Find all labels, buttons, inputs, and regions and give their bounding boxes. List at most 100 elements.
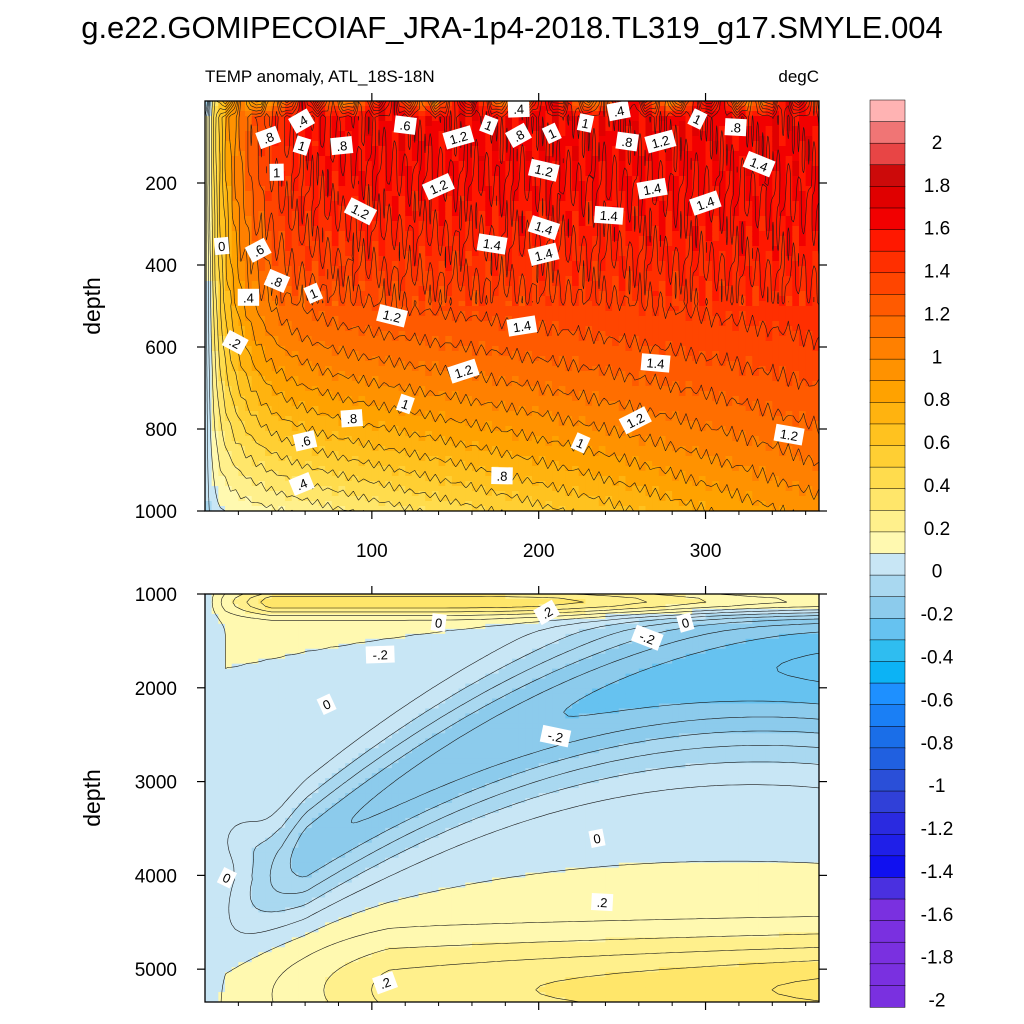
field-cell: [291, 271, 300, 277]
field-cell: [305, 151, 313, 157]
field-cell: [518, 371, 526, 377]
field-cell: [458, 241, 466, 247]
field-cell: [565, 281, 573, 287]
field-cell: [578, 331, 587, 337]
field-cell: [605, 336, 613, 342]
field-cell: [405, 141, 413, 147]
field-cell: [411, 426, 420, 432]
field-cell: [405, 416, 413, 422]
field-cell: [285, 341, 293, 347]
field-cell: [398, 366, 406, 372]
field-cell: [238, 176, 246, 182]
field-cell: [365, 491, 373, 497]
field-cell: [451, 506, 460, 511]
field-cell: [338, 241, 346, 247]
field-cell: [491, 296, 500, 302]
field-cell: [498, 286, 506, 292]
field-cell: [385, 486, 393, 492]
field-cell: [271, 506, 280, 511]
field-cell: [605, 366, 613, 372]
field-cell: [471, 446, 480, 452]
field-cell: [471, 346, 480, 352]
field-cell: [598, 126, 607, 132]
field-cell: [458, 466, 466, 472]
field-cell: [418, 191, 426, 197]
field-cell: [245, 391, 253, 397]
field-cell: [405, 376, 413, 382]
field-cell: [605, 316, 613, 322]
field-cell: [445, 266, 453, 272]
field-cell: [258, 256, 266, 262]
field-cell: [231, 401, 239, 407]
field-cell: [298, 131, 306, 137]
field-cell: [465, 211, 473, 217]
field-cell: [305, 246, 313, 252]
field-cell: [311, 346, 320, 352]
field-cell: [391, 371, 400, 377]
field-cell: [592, 111, 600, 117]
field-cell: [351, 121, 360, 127]
field-cell: [298, 266, 306, 272]
field-cell: [465, 206, 473, 212]
field-cell: [271, 491, 280, 497]
field-cell: [598, 106, 607, 112]
field-cell: [565, 191, 573, 197]
field-cell: [271, 326, 280, 332]
field-cell: [245, 256, 253, 262]
field-cell: [558, 166, 566, 172]
field-cell: [291, 316, 300, 322]
field-cell: [358, 471, 366, 477]
field-cell: [271, 151, 280, 157]
field-cell: [431, 356, 440, 362]
field-cell: [538, 426, 546, 432]
field-cell: [498, 311, 506, 317]
field-cell: [425, 236, 433, 242]
field-cell: [445, 156, 453, 162]
field-cell: [438, 126, 446, 132]
field-cell: [218, 286, 226, 292]
field-cell: [205, 506, 213, 511]
field-cell: [578, 356, 587, 362]
field-cell: [391, 246, 400, 252]
field-cell: [385, 391, 393, 397]
field-cell: [505, 191, 513, 197]
field-cell: [465, 171, 473, 177]
field-cell: [538, 471, 546, 477]
field-cell: [271, 301, 280, 307]
field-cell: [305, 451, 313, 457]
field-cell: [391, 276, 400, 282]
field-cell: [325, 261, 333, 267]
field-cell: [251, 476, 259, 482]
field-cell: [291, 111, 300, 117]
field-cell: [331, 321, 340, 327]
field-cell: [265, 366, 273, 372]
field-cell: [552, 436, 560, 442]
field-cell: [218, 486, 226, 492]
field-cell: [552, 376, 560, 382]
field-cell: [592, 266, 600, 272]
field-cell: [518, 186, 526, 192]
field-cell: [491, 156, 500, 162]
field-cell: [351, 291, 360, 297]
field-cell: [498, 391, 506, 397]
field-cell: [465, 201, 473, 207]
field-cell: [251, 361, 259, 367]
field-cell: [572, 346, 580, 352]
field-cell: [331, 426, 340, 432]
field-cell: [238, 226, 246, 232]
field-cell: [572, 336, 580, 342]
field-cell: [485, 386, 493, 392]
field-cell: [331, 251, 340, 257]
field-cell: [265, 421, 273, 427]
field-cell: [578, 476, 587, 482]
field-cell: [565, 421, 573, 427]
field-cell: [605, 191, 613, 197]
field-cell: [238, 311, 246, 317]
field-cell: [231, 226, 239, 232]
field-cell: [431, 446, 440, 452]
field-cell: [525, 181, 533, 187]
field-cell: [572, 311, 580, 317]
field-cell: [345, 241, 353, 247]
field-cell: [331, 496, 340, 502]
field-cell: [365, 451, 373, 457]
